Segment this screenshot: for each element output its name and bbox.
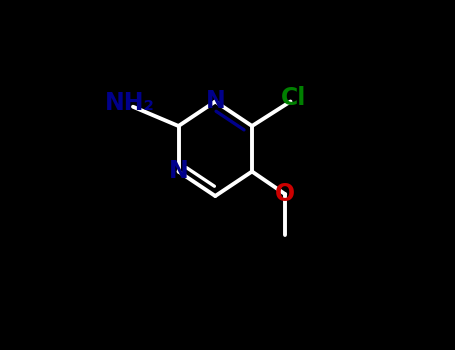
Text: Cl: Cl — [281, 86, 307, 110]
Text: O: O — [275, 182, 295, 206]
Text: N: N — [205, 90, 225, 113]
Text: NH₂: NH₂ — [105, 91, 154, 115]
Text: N: N — [169, 160, 188, 183]
